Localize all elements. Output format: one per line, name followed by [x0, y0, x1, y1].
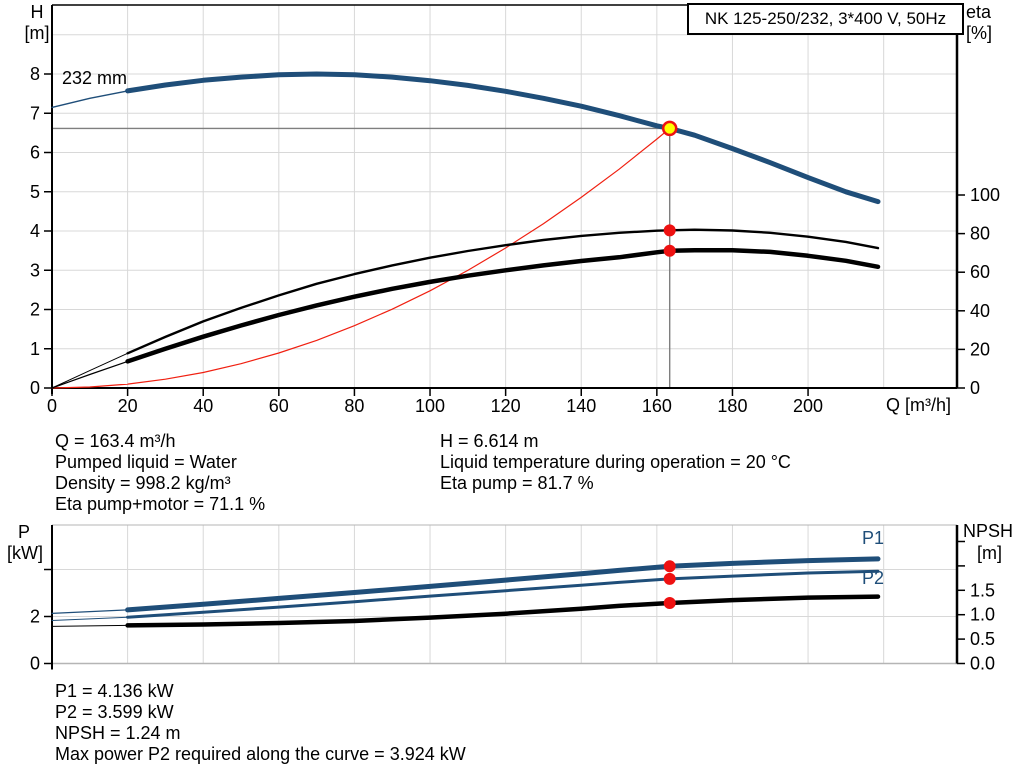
- x-tick-label: 180: [717, 396, 747, 416]
- left-tick-label: 2: [30, 607, 40, 627]
- annotation-q: Q = 163.4 m³/h: [55, 431, 176, 451]
- duty-annotations-right: H = 6.614 m Liquid temperature during op…: [440, 431, 791, 494]
- right-tick-label: 80: [970, 224, 990, 244]
- operating-point-dot: [663, 596, 676, 609]
- annotation-liquid-temperature: Liquid temperature during operation = 20…: [440, 452, 791, 472]
- right-tick-label: 0: [970, 378, 980, 398]
- npsh-curve: [125, 594, 881, 628]
- pump-title-box: NK 125-250/232, 3*400 V, 50Hz: [687, 3, 964, 35]
- annotation-pumped-liquid: Pumped liquid = Water: [55, 452, 237, 472]
- duty-point-marker: [661, 120, 678, 137]
- annotation-h: H = 6.614 m: [440, 431, 539, 451]
- right-tick-label: 1.0: [970, 605, 995, 625]
- annotation-eta-pump-motor: Eta pump+motor = 71.1 %: [55, 494, 266, 514]
- p2-curve: [51, 616, 129, 621]
- npsh-axis-unit-label: [m]: [977, 543, 1002, 563]
- right-tick-label: 0.0: [970, 654, 995, 674]
- x-tick-label: 100: [415, 396, 445, 416]
- annotation-p1: P1 = 4.136 kW: [55, 681, 174, 701]
- eta-pump-motor: [125, 247, 881, 364]
- left-tick-label: 3: [30, 260, 40, 280]
- h-axis-label: H: [30, 2, 44, 22]
- operating-point-dot: [663, 572, 676, 585]
- x-tick-label: 160: [642, 396, 672, 416]
- left-tick-label: 0: [30, 378, 40, 398]
- operating-point-dot: [663, 224, 676, 237]
- p2-curve: [126, 569, 880, 619]
- right-tick-label: 100: [970, 185, 1000, 205]
- right-tick-label: 40: [970, 301, 990, 321]
- p-axis-label: P: [17, 522, 30, 542]
- left-tick-label: 4: [30, 221, 40, 241]
- eta-pump-motor: [51, 360, 129, 389]
- right-tick-label: 20: [970, 339, 990, 359]
- eta-pump: [126, 228, 880, 355]
- operating-point-dot: [663, 560, 676, 573]
- left-tick-label: 0: [30, 654, 40, 674]
- left-tick-label: 1: [30, 339, 40, 359]
- npsh-curve: [51, 624, 129, 627]
- impeller-size-label: 232 mm: [62, 68, 128, 88]
- left-tick-label: 8: [30, 64, 40, 84]
- left-tick-label: 6: [30, 143, 40, 163]
- x-tick-label: 60: [269, 396, 289, 416]
- x-tick-label: 200: [793, 396, 823, 416]
- p-axis-unit-label: [kW]: [7, 543, 43, 563]
- right-tick-label: 0.5: [970, 629, 995, 649]
- left-tick-label: 2: [30, 300, 40, 320]
- x-tick-label: 40: [193, 396, 213, 416]
- x-tick-label: 80: [344, 396, 364, 416]
- system-curve: [51, 127, 671, 389]
- duty-annotations-left: Q = 163.4 m³/h Pumped liquid = Water Den…: [55, 431, 265, 515]
- left-tick-label: 7: [30, 103, 40, 123]
- x-tick-label: 140: [566, 396, 596, 416]
- x-tick-label: 20: [118, 396, 138, 416]
- p1-curve: [51, 609, 129, 615]
- annotation-p2: P2 = 3.599 kW: [55, 702, 174, 722]
- right-tick-label: 60: [970, 262, 990, 282]
- p1-curve-label: P1: [862, 528, 885, 548]
- head-232mm: [125, 71, 881, 205]
- p1-curve: [125, 556, 881, 613]
- eta-axis-unit-label: [%]: [966, 23, 993, 43]
- annotation-npsh: NPSH = 1.24 m: [55, 723, 181, 743]
- power-annotations: P1 = 4.136 kW P2 = 3.599 kW NPSH = 1.24 …: [55, 681, 466, 765]
- annotation-eta-pump: Eta pump = 81.7 %: [440, 473, 594, 493]
- eta-axis-label: eta: [966, 2, 992, 22]
- left-tick-label: 5: [30, 182, 40, 202]
- h-axis-unit-label: [m]: [24, 23, 50, 43]
- operating-point-dot: [663, 244, 676, 257]
- annotation-density: Density = 998.2 kg/m³: [55, 473, 231, 493]
- pump-title: NK 125-250/232, 3*400 V, 50Hz: [704, 9, 947, 28]
- p2-curve-label: P2: [862, 568, 885, 588]
- right-tick-label: 1.5: [970, 580, 995, 600]
- x-tick-label: 0: [47, 396, 57, 416]
- annotation-max-power: Max power P2 required along the curve = …: [55, 744, 466, 764]
- npsh-axis-label: NPSH: [963, 521, 1014, 541]
- q-axis-label: Q [m³/h]: [886, 395, 952, 415]
- x-tick-label: 120: [491, 396, 521, 416]
- head-232mm: [51, 90, 129, 109]
- eta-pump: [51, 352, 129, 389]
